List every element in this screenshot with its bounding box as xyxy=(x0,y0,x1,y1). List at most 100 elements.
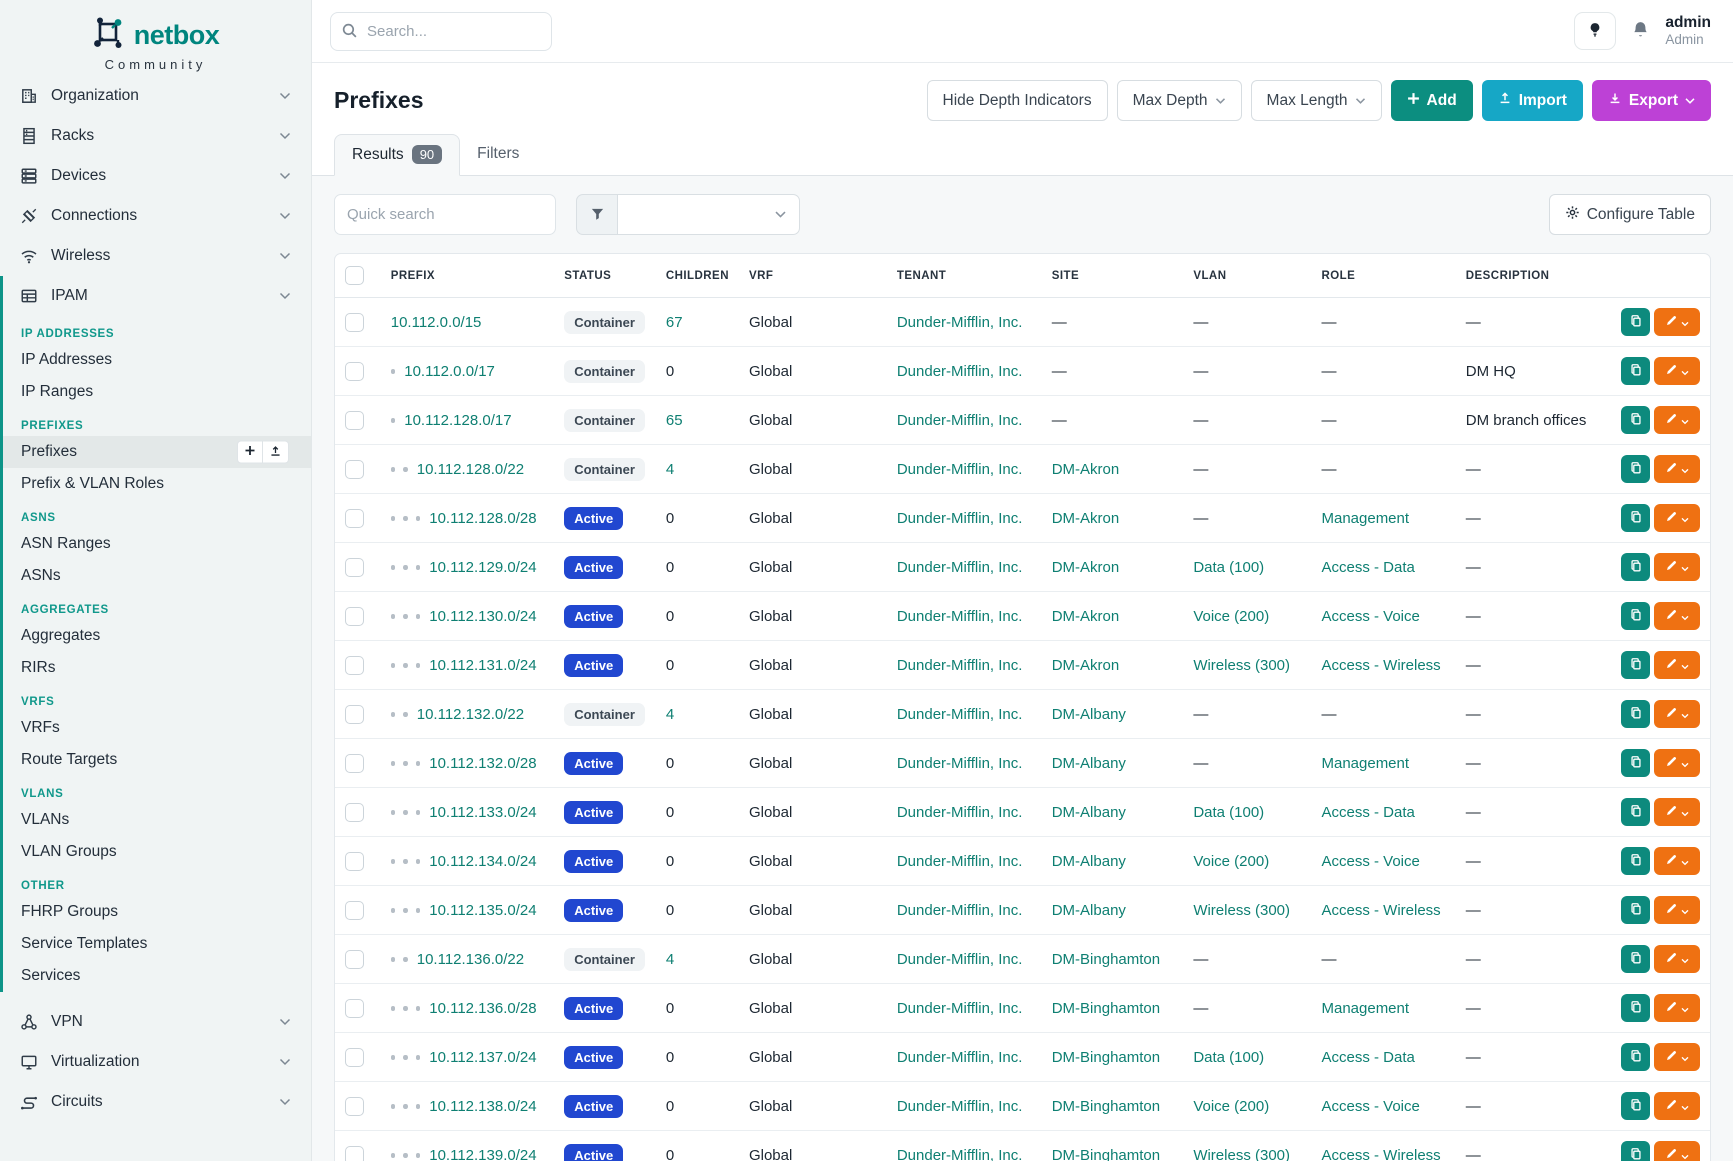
row-checkbox[interactable] xyxy=(345,361,364,381)
tenant-link[interactable]: Dunder-Mifflin, Inc. xyxy=(896,705,1023,723)
vlan-link[interactable]: Wireless (300) xyxy=(1193,656,1290,674)
site-link[interactable]: DM-Albany xyxy=(1051,901,1126,919)
prefix-link[interactable]: 10.112.0.0/17 xyxy=(404,362,495,380)
prefix-link[interactable]: 10.112.130.0/24 xyxy=(429,607,537,625)
clone-button[interactable] xyxy=(1621,553,1650,581)
vlan-link[interactable]: Wireless (300) xyxy=(1193,1146,1290,1161)
site-link[interactable]: DM-Albany xyxy=(1051,803,1126,821)
sidebar-item-asn-ranges[interactable]: ASN Ranges xyxy=(21,535,111,552)
edit-button[interactable] xyxy=(1654,700,1700,728)
role-link[interactable]: Access - Voice xyxy=(1321,852,1420,870)
edit-button[interactable] xyxy=(1654,994,1700,1022)
row-checkbox[interactable] xyxy=(345,851,364,871)
role-link[interactable]: Access - Wireless xyxy=(1321,656,1441,674)
edit-button[interactable] xyxy=(1654,847,1700,875)
edit-button[interactable] xyxy=(1654,455,1700,483)
prefix-link[interactable]: 10.112.137.0/24 xyxy=(429,1048,537,1066)
vlan-link[interactable]: Data (100) xyxy=(1193,558,1265,576)
clone-button[interactable] xyxy=(1621,798,1650,826)
prefix-link[interactable]: 10.112.128.0/28 xyxy=(429,509,537,527)
brand[interactable]: netbox Community xyxy=(0,0,311,76)
edit-button[interactable] xyxy=(1654,308,1700,336)
prefix-link[interactable]: 10.112.132.0/22 xyxy=(416,705,525,723)
sidebar-item-vlan-groups[interactable]: VLAN Groups xyxy=(21,843,117,860)
role-link[interactable]: Management xyxy=(1321,509,1410,527)
prefix-link[interactable]: 10.112.134.0/24 xyxy=(429,852,537,870)
role-link[interactable]: Access - Wireless xyxy=(1321,901,1441,919)
sidebar-item-rirs[interactable]: RIRs xyxy=(21,659,56,676)
sidebar-item-wireless[interactable]: Wireless xyxy=(0,236,311,276)
sidebar-item-connections[interactable]: Connections xyxy=(0,196,311,236)
clone-button[interactable] xyxy=(1621,357,1650,385)
quick-add-button[interactable] xyxy=(237,440,263,464)
edit-button[interactable] xyxy=(1654,1043,1700,1071)
search-input[interactable] xyxy=(330,11,552,51)
sidebar-item-prefixes[interactable]: Prefixes xyxy=(3,436,311,468)
sidebar-item-organization[interactable]: Organization xyxy=(0,76,311,116)
tab-results[interactable]: Results 90 xyxy=(334,134,461,176)
sidebar-item-devices[interactable]: Devices xyxy=(0,156,311,196)
select-all-checkbox[interactable] xyxy=(345,266,364,285)
clone-button[interactable] xyxy=(1621,406,1650,434)
sidebar-item-vpn[interactable]: VPN xyxy=(0,1002,311,1042)
row-checkbox[interactable] xyxy=(345,459,364,479)
tenant-link[interactable]: Dunder-Mifflin, Inc. xyxy=(896,411,1023,429)
sidebar-item-vrfs[interactable]: VRFs xyxy=(21,719,60,736)
sidebar-item-services[interactable]: Services xyxy=(21,967,81,984)
row-checkbox[interactable] xyxy=(345,1047,364,1067)
row-checkbox[interactable] xyxy=(345,753,364,773)
children-count-link[interactable]: 4 xyxy=(665,950,675,968)
tenant-link[interactable]: Dunder-Mifflin, Inc. xyxy=(896,901,1023,919)
clone-button[interactable] xyxy=(1621,1092,1650,1120)
tenant-link[interactable]: Dunder-Mifflin, Inc. xyxy=(896,460,1023,478)
vlan-link[interactable]: Voice (200) xyxy=(1193,1097,1270,1115)
role-link[interactable]: Management xyxy=(1321,999,1410,1017)
sidebar-item-fhrp-groups[interactable]: FHRP Groups xyxy=(21,903,119,920)
edit-button[interactable] xyxy=(1654,896,1700,924)
children-count-link[interactable]: 67 xyxy=(665,313,683,331)
row-checkbox[interactable] xyxy=(345,655,364,675)
import-button[interactable]: Import xyxy=(1481,80,1583,121)
clone-button[interactable] xyxy=(1621,1043,1650,1071)
row-checkbox[interactable] xyxy=(345,508,364,528)
tenant-link[interactable]: Dunder-Mifflin, Inc. xyxy=(896,607,1023,625)
vlan-link[interactable]: Wireless (300) xyxy=(1193,901,1290,919)
role-link[interactable]: Access - Data xyxy=(1321,558,1415,576)
site-link[interactable]: DM-Albany xyxy=(1051,754,1126,772)
prefix-link[interactable]: 10.112.128.0/22 xyxy=(416,460,525,478)
column-header-prefix[interactable]: PREFIX xyxy=(380,254,555,298)
prefix-link[interactable]: 10.112.135.0/24 xyxy=(429,901,537,919)
quick-import-button[interactable] xyxy=(263,440,289,464)
prefix-link[interactable]: 10.112.139.0/24 xyxy=(429,1146,537,1161)
clone-button[interactable] xyxy=(1621,994,1650,1022)
edit-button[interactable] xyxy=(1654,945,1700,973)
edit-button[interactable] xyxy=(1654,357,1700,385)
vlan-link[interactable]: Voice (200) xyxy=(1193,607,1270,625)
row-checkbox[interactable] xyxy=(345,900,364,920)
sidebar-item-prefix-vlan-roles[interactable]: Prefix & VLAN Roles xyxy=(21,475,164,492)
row-checkbox[interactable] xyxy=(345,312,364,332)
clone-button[interactable] xyxy=(1621,651,1650,679)
sidebar-item-vlans[interactable]: VLANs xyxy=(21,811,70,828)
tenant-link[interactable]: Dunder-Mifflin, Inc. xyxy=(896,754,1023,772)
configure-table-button[interactable]: Configure Table xyxy=(1548,194,1711,235)
edit-button[interactable] xyxy=(1654,798,1700,826)
row-checkbox[interactable] xyxy=(345,410,364,430)
site-link[interactable]: DM-Akron xyxy=(1051,460,1120,478)
max-length-dropdown[interactable]: Max Length xyxy=(1250,80,1382,121)
prefix-link[interactable]: 10.112.129.0/24 xyxy=(429,558,537,576)
clone-button[interactable] xyxy=(1621,1141,1650,1161)
sidebar-item-ip-addresses[interactable]: IP Addresses xyxy=(21,351,113,368)
clone-button[interactable] xyxy=(1621,602,1650,630)
row-checkbox[interactable] xyxy=(345,557,364,577)
clone-button[interactable] xyxy=(1621,847,1650,875)
sidebar-item-circuits[interactable]: Circuits xyxy=(0,1082,311,1122)
tenant-link[interactable]: Dunder-Mifflin, Inc. xyxy=(896,999,1023,1017)
column-header-role[interactable]: ROLE xyxy=(1311,254,1456,298)
site-link[interactable]: DM-Binghamton xyxy=(1051,1146,1161,1161)
sidebar-item-racks[interactable]: Racks xyxy=(0,116,311,156)
clone-button[interactable] xyxy=(1621,308,1650,336)
saved-filter-select[interactable] xyxy=(618,194,800,235)
edit-button[interactable] xyxy=(1654,553,1700,581)
prefix-link[interactable]: 10.112.136.0/28 xyxy=(429,999,537,1017)
